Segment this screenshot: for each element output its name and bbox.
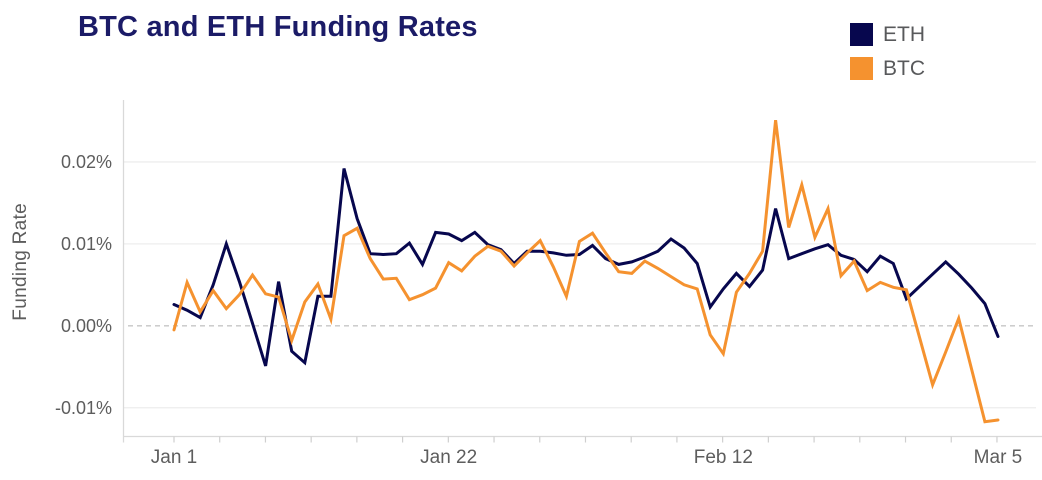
legend: ETH BTC xyxy=(850,23,925,91)
y-tick-label: 0.00% xyxy=(60,315,112,336)
btc-line xyxy=(172,120,1000,424)
btc-color-swatch xyxy=(850,57,873,80)
eth-color-swatch xyxy=(850,23,873,46)
eth-line xyxy=(172,168,1000,367)
legend-item-eth[interactable]: ETH xyxy=(850,23,925,46)
y-tick-label: 0.02% xyxy=(60,151,112,172)
x-tick-label: Jan 1 xyxy=(150,447,198,468)
legend-item-btc[interactable]: BTC xyxy=(850,57,925,80)
x-tick-label: Jan 22 xyxy=(420,447,478,468)
y-tick-label: -0.01% xyxy=(54,397,112,418)
chart-title: BTC and ETH Funding Rates xyxy=(78,11,478,43)
y-tick-label: 0.01% xyxy=(60,233,112,254)
legend-label: BTC xyxy=(883,57,925,80)
x-tick-label: Feb 12 xyxy=(693,447,753,468)
x-tick-label: Mar 5 xyxy=(973,447,1023,468)
legend-label: ETH xyxy=(883,23,925,46)
